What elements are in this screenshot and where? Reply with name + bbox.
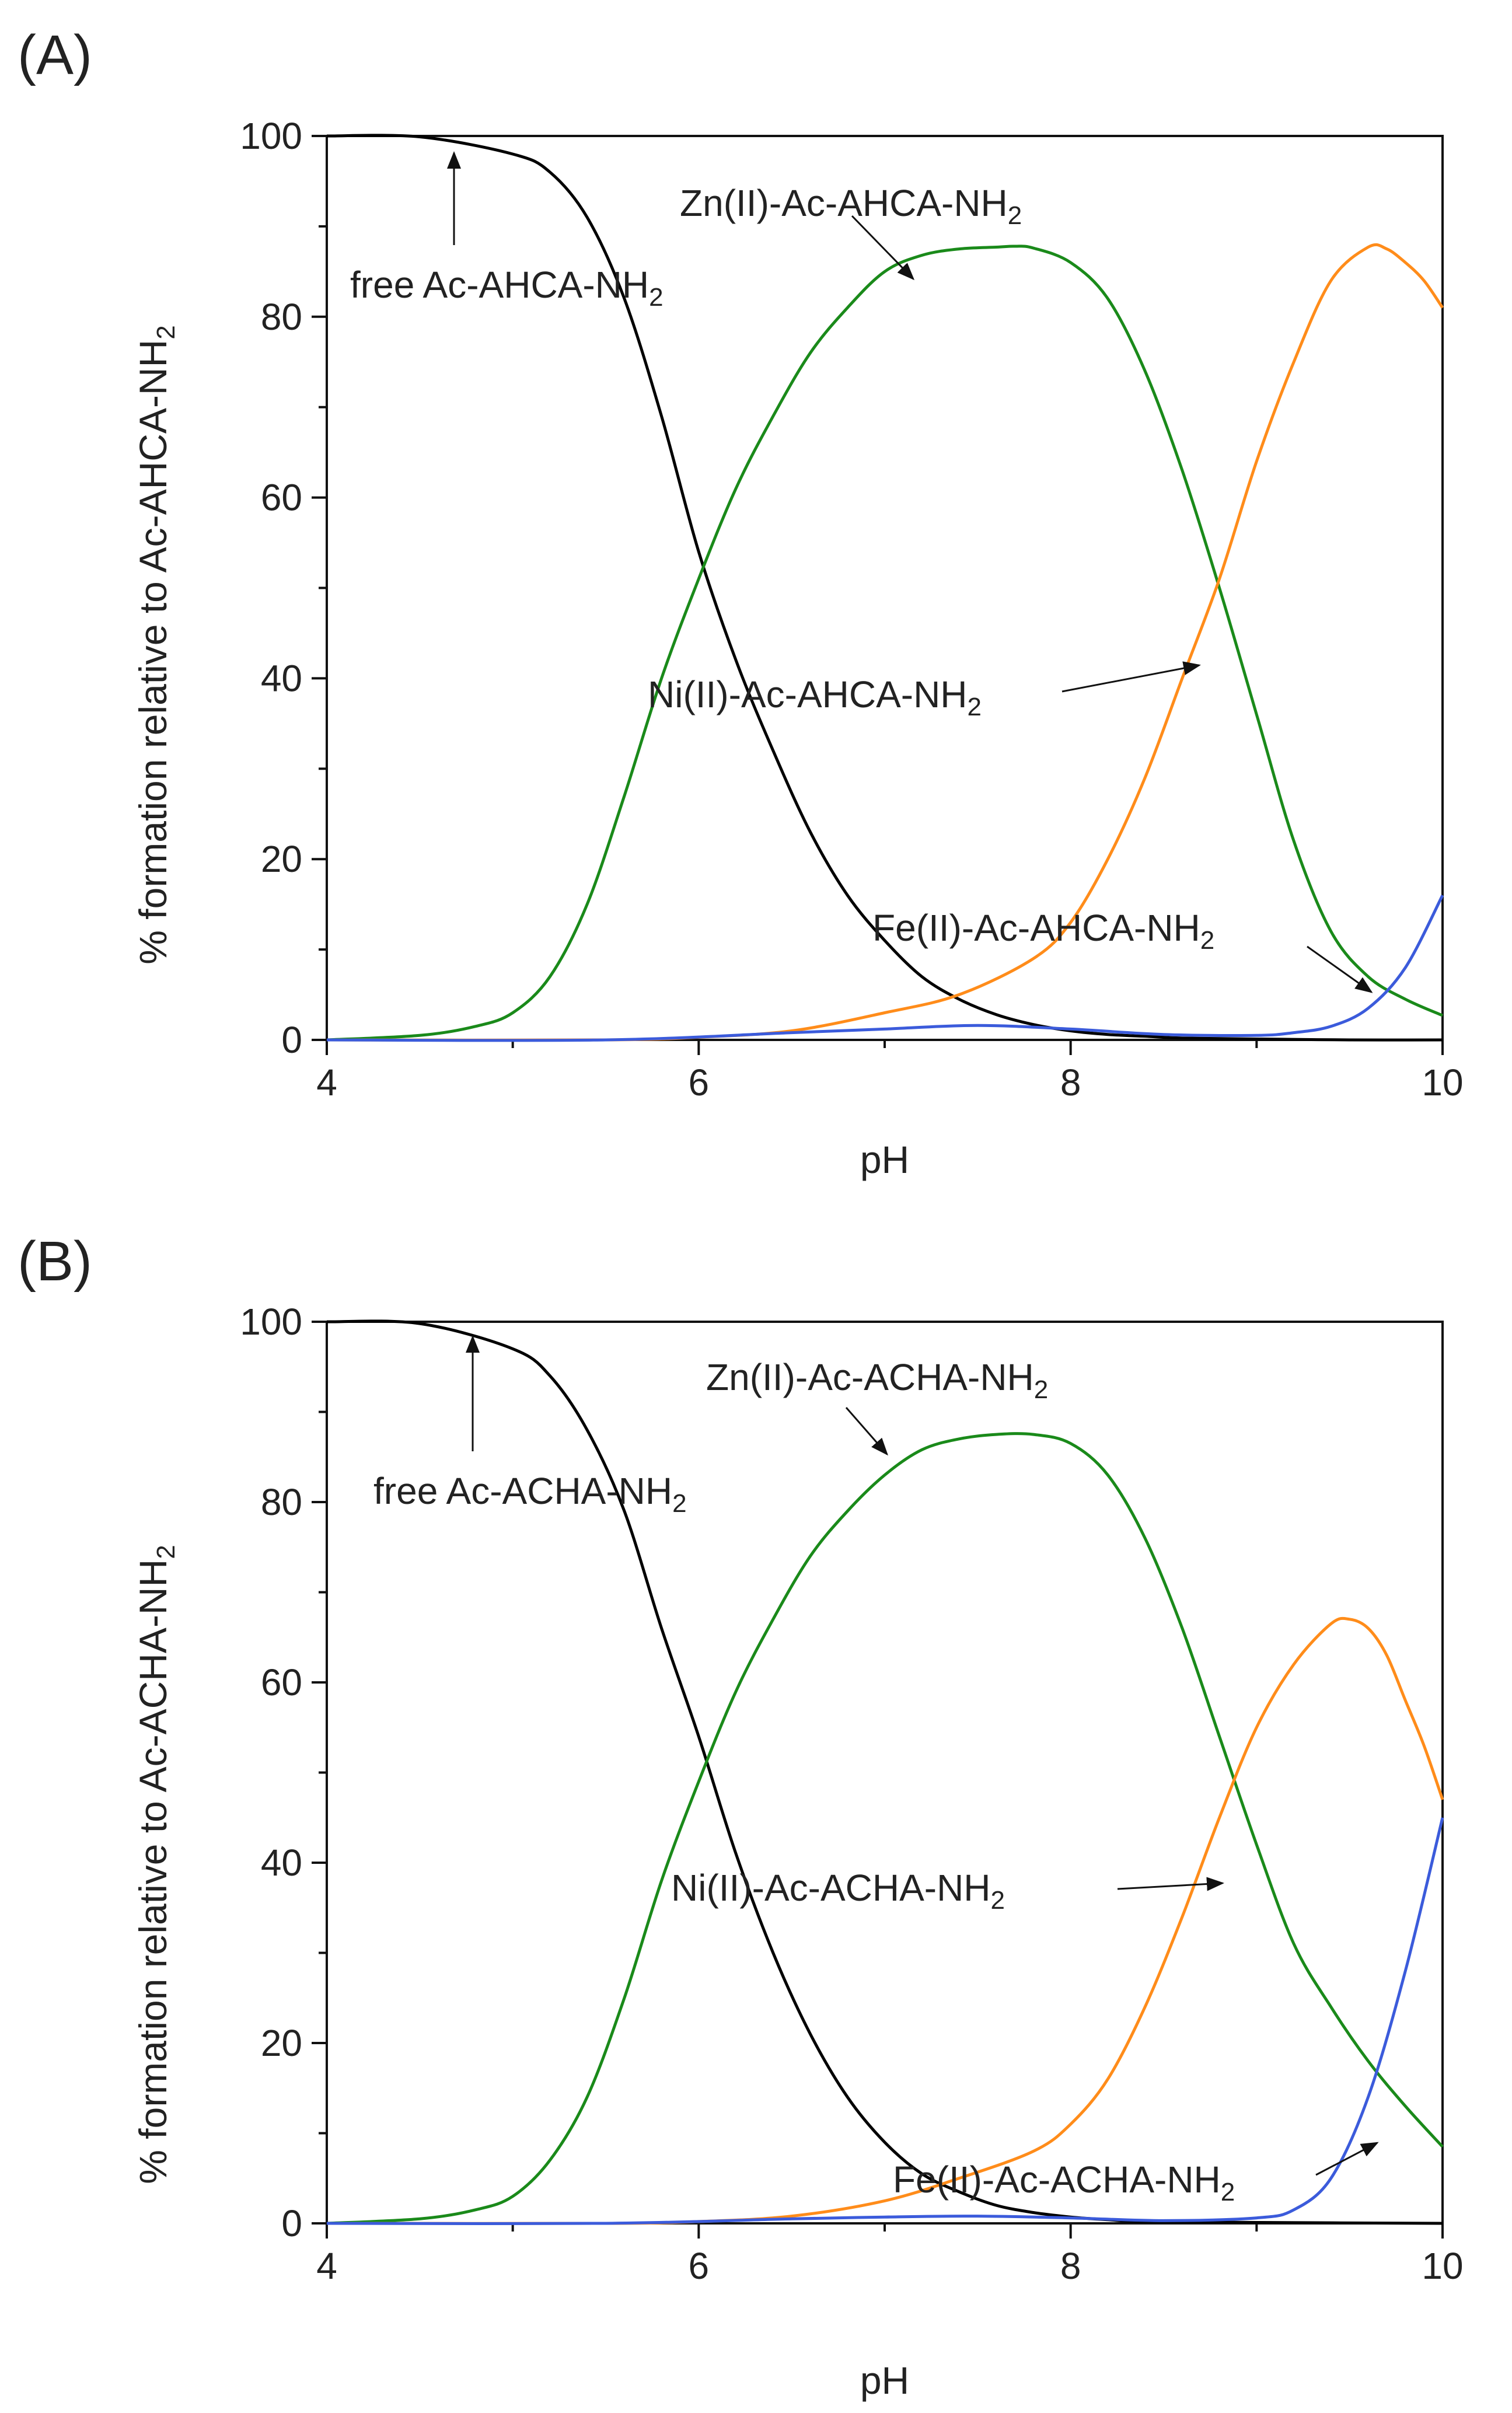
series-line-fe bbox=[326, 1817, 1444, 2226]
y-axis-title: % formation relative to Ac-AHCA-NH2 bbox=[131, 325, 180, 964]
x-tick-label: 4 bbox=[316, 2245, 337, 2287]
y-tick-label: 40 bbox=[261, 657, 302, 699]
annotation-free: free Ac-AHCA-NH2 bbox=[350, 151, 664, 312]
annotation-free-label: free Ac-AHCA-NH bbox=[350, 264, 649, 306]
annotation-zn: Zn(II)-Ac-AHCA-NH2 bbox=[680, 182, 1022, 281]
y-axis-title-main: % formation relative to Ac-ACHA-NH bbox=[131, 1559, 174, 2184]
series-line-ni bbox=[326, 1616, 1444, 2225]
annotation-ni: Ni(II)-Ac-ACHA-NH2 bbox=[671, 1867, 1224, 1915]
chart-panel-b: (B) 4 6 8 10 0 20 40 60 80 100 pH % formation rel… bbox=[0, 1206, 1512, 2412]
panel-label: (A) bbox=[18, 24, 92, 86]
svg-text:free Ac-ACHA-NH2: free Ac-ACHA-NH2 bbox=[373, 1470, 687, 1518]
annotation-fe-label: Fe(II)-Ac-ACHA-NH bbox=[893, 2159, 1221, 2201]
y-axis-title-sub: 2 bbox=[152, 1545, 180, 1559]
x-axis-title: pH bbox=[860, 2359, 909, 2402]
annotation-ni-sub: 2 bbox=[991, 1886, 1005, 1915]
y-tick-label: 80 bbox=[261, 296, 302, 338]
panel-label: (B) bbox=[18, 1230, 92, 1293]
x-tick-label: 6 bbox=[689, 2245, 710, 2287]
annotation-zn-sub: 2 bbox=[1034, 1375, 1048, 1404]
annotation-fe: Fe(II)-Ac-ACHA-NH2 bbox=[893, 2142, 1379, 2206]
y-tick-label: 100 bbox=[240, 115, 302, 157]
y-tick-label: 40 bbox=[261, 1842, 302, 1884]
series-line-zn bbox=[326, 1432, 1444, 2225]
y-tick-label: 20 bbox=[261, 2022, 302, 2064]
annotation-free: free Ac-ACHA-NH2 bbox=[373, 1335, 687, 1518]
y-tick-label: 20 bbox=[261, 838, 302, 880]
svg-text:free Ac-AHCA-NH2: free Ac-AHCA-NH2 bbox=[350, 264, 664, 312]
annotation-fe-sub: 2 bbox=[1200, 926, 1214, 955]
chart-panel-a: (A) 4 6 8 10 0 20 40 60 80 100 pH % formation rel… bbox=[0, 0, 1512, 1206]
y-axis-title-sub: 2 bbox=[152, 325, 180, 339]
svg-text:Ni(II)-Ac-AHCA-NH2: Ni(II)-Ac-AHCA-NH2 bbox=[648, 673, 982, 721]
y-tick-label: 60 bbox=[261, 1661, 302, 1703]
annotation-free-sub: 2 bbox=[672, 1489, 686, 1518]
svg-text:Fe(II)-Ac-AHCA-NH2: Fe(II)-Ac-AHCA-NH2 bbox=[872, 907, 1214, 955]
annotation-ni: Ni(II)-Ac-AHCA-NH2 bbox=[648, 661, 1201, 721]
annotation-fe-label: Fe(II)-Ac-AHCA-NH bbox=[872, 907, 1200, 949]
svg-text:Fe(II)-Ac-ACHA-NH2: Fe(II)-Ac-ACHA-NH2 bbox=[893, 2159, 1235, 2206]
annotation-zn: Zn(II)-Ac-ACHA-NH2 bbox=[706, 1356, 1048, 1456]
y-tick-label: 60 bbox=[261, 477, 302, 519]
series-line-free bbox=[326, 1319, 1443, 2225]
annotation-fe: Fe(II)-Ac-AHCA-NH2 bbox=[872, 907, 1373, 993]
series-line-fe bbox=[326, 895, 1444, 1042]
svg-text:Zn(II)-Ac-ACHA-NH2: Zn(II)-Ac-ACHA-NH2 bbox=[706, 1356, 1048, 1404]
annotation-ni-label: Ni(II)-Ac-AHCA-NH bbox=[648, 673, 968, 715]
annotation-zn-label: Zn(II)-Ac-AHCA-NH bbox=[680, 182, 1008, 224]
series-line-free bbox=[326, 134, 1443, 1042]
annotation-ni-sub: 2 bbox=[968, 693, 982, 721]
annotation-free-sub: 2 bbox=[649, 283, 663, 312]
x-tick-label: 8 bbox=[1060, 1061, 1081, 1104]
series-line-zn bbox=[326, 245, 1444, 1042]
y-tick-label: 100 bbox=[240, 1301, 302, 1343]
y-tick-label: 0 bbox=[281, 1019, 302, 1061]
y-tick-label: 80 bbox=[261, 1481, 302, 1523]
annotation-zn-sub: 2 bbox=[1008, 201, 1022, 230]
annotation-ni-label: Ni(II)-Ac-ACHA-NH bbox=[671, 1867, 991, 1909]
y-axis-title-main: % formation relative to Ac-AHCA-NH bbox=[131, 340, 174, 965]
svg-text:Ni(II)-Ac-ACHA-NH2: Ni(II)-Ac-ACHA-NH2 bbox=[671, 1867, 1005, 1915]
annotation-zn-label: Zn(II)-Ac-ACHA-NH bbox=[706, 1356, 1034, 1398]
x-tick-label: 6 bbox=[689, 1061, 710, 1104]
y-axis-title: % formation relative to Ac-ACHA-NH2 bbox=[131, 1545, 180, 2184]
x-tick-label: 8 bbox=[1060, 2245, 1081, 2287]
annotation-fe-sub: 2 bbox=[1221, 2178, 1235, 2206]
x-tick-label: 10 bbox=[1422, 2245, 1463, 2287]
svg-text:Zn(II)-Ac-AHCA-NH2: Zn(II)-Ac-AHCA-NH2 bbox=[680, 182, 1022, 230]
x-tick-label: 4 bbox=[316, 1061, 337, 1104]
x-axis-title: pH bbox=[860, 1138, 909, 1181]
x-tick-label: 10 bbox=[1422, 1061, 1463, 1104]
annotation-free-label: free Ac-ACHA-NH bbox=[373, 1470, 672, 1512]
y-tick-label: 0 bbox=[281, 2202, 302, 2244]
plot-frame bbox=[326, 1321, 1444, 2225]
